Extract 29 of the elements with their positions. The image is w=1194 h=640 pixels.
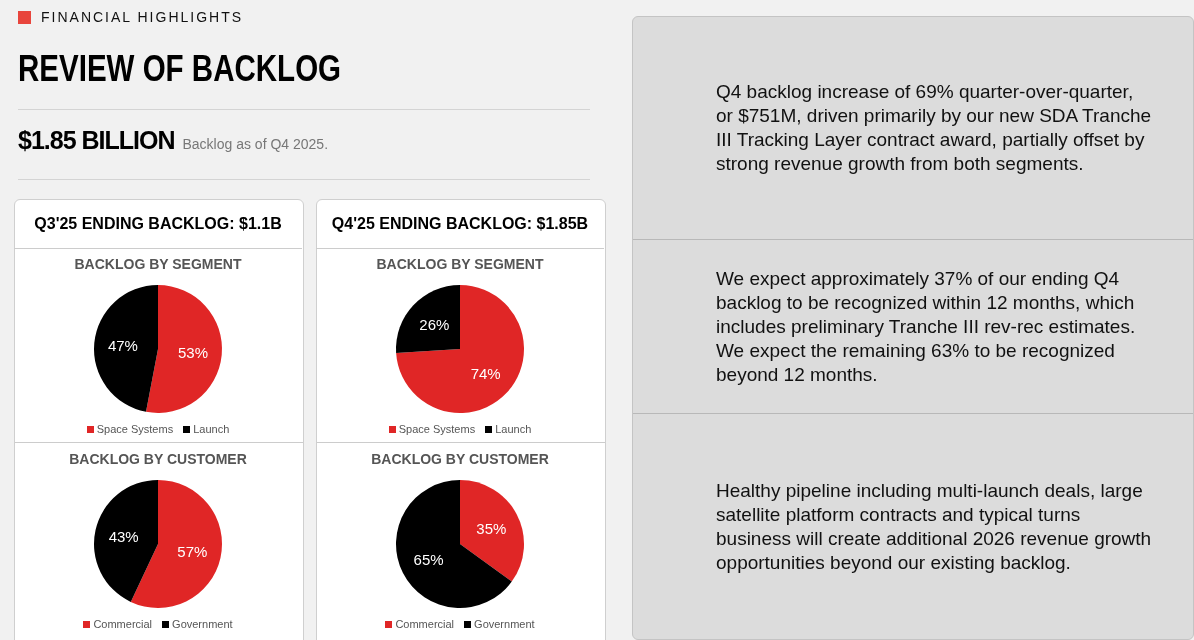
data-label: 35% (476, 519, 507, 537)
legend-label: Launch (494, 423, 532, 435)
legend-label: Space Systems (95, 423, 174, 435)
text: FINANCIAL HIGHLIGHTS (41, 9, 244, 25)
data-label: 65% (413, 551, 444, 569)
data-label: 53% (178, 343, 209, 361)
data-label: 26% (419, 316, 450, 334)
data-label: 74% (470, 364, 501, 382)
data-label: 47% (107, 337, 138, 355)
legend-label: Government (473, 618, 535, 630)
chart-subtitle: Q4'25 ENDING BACKLOG: $1.85B (331, 215, 589, 233)
chart-title: BACKLOG BY SEGMENT (74, 256, 242, 272)
legend-label: Space Systems (397, 423, 476, 435)
legend-label: Government (171, 618, 233, 630)
text: We expect approximately 37% of our ending Q4 backlog to be recognized within 12 months, which includes preliminary Tranche III rev-rec estimates. We expect the remaining 63% to be recognized beyond 12 months. (716, 267, 1136, 385)
data-label: 57% (177, 543, 208, 561)
text: Q4 backlog increase of 69% quarter-over-quarter, or $751M, driven primarily by our new SDA Tranche III Tracking Layer contract award, partially offset by strong revenue growth from both segments. (716, 81, 1152, 174)
text: Healthy pipeline including multi-launch deals, large satellite platform contracts and typical turns business will create additional 2026 revenue growth opportunities beyond our existing backlog. (716, 479, 1152, 573)
text: REVIEW OF BACKLOG (18, 48, 342, 89)
legend-label: Commercial (394, 618, 455, 630)
chart-title: BACKLOG BY SEGMENT (376, 256, 544, 272)
text: $1.85 BILLION (18, 126, 175, 154)
legend-label: Launch (192, 423, 230, 435)
legend-label: Commercial (92, 618, 153, 630)
text: Backlog as of Q4 2025. (182, 136, 329, 152)
chart-title: BACKLOG BY CUSTOMER (371, 451, 549, 467)
chart-subtitle: Q3'25 ENDING BACKLOG: $1.1B (34, 215, 282, 233)
data-label: 43% (108, 527, 139, 545)
chart-title: BACKLOG BY CUSTOMER (69, 451, 247, 467)
